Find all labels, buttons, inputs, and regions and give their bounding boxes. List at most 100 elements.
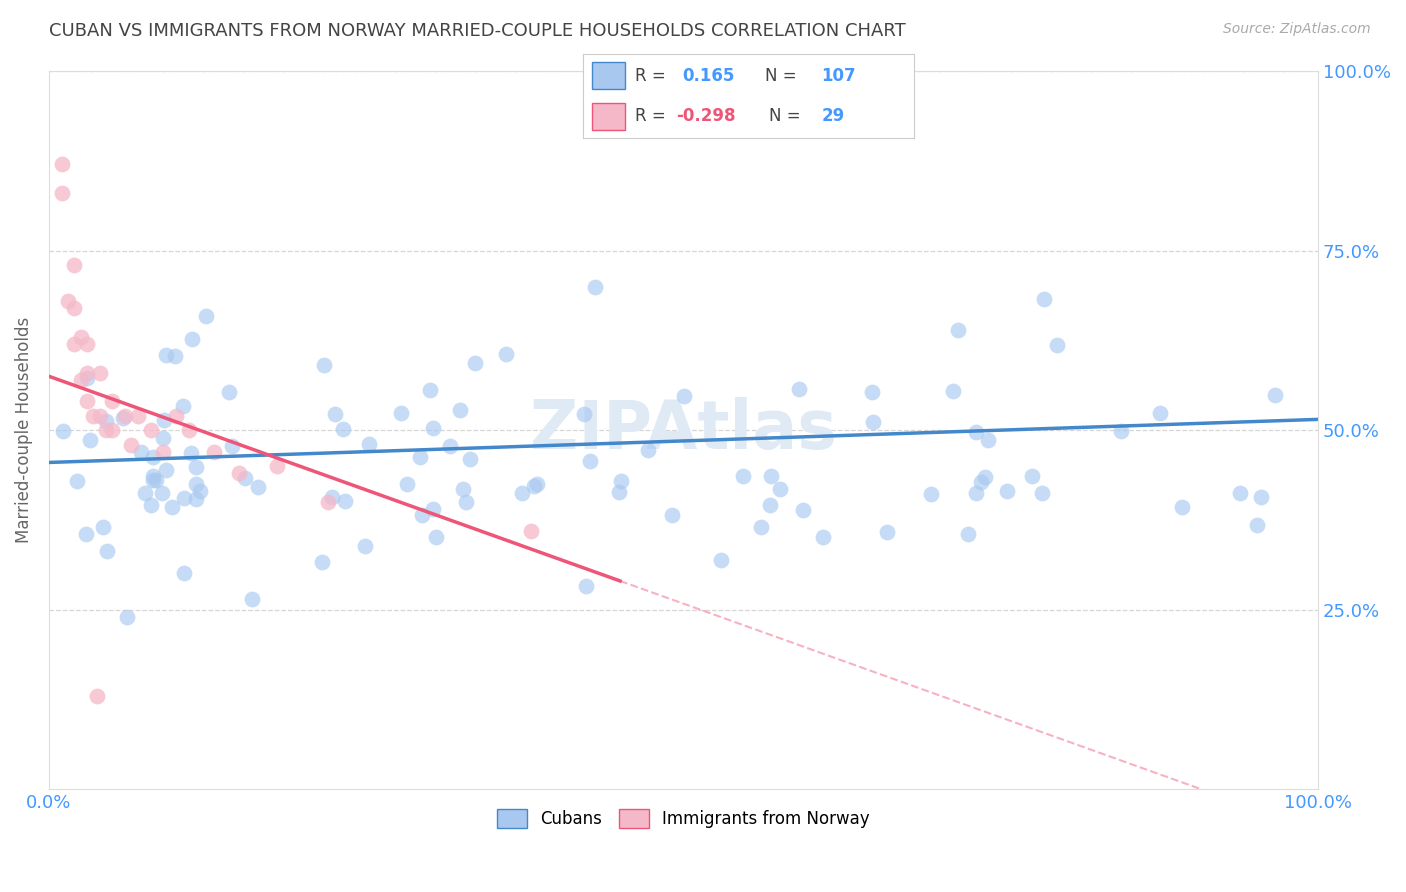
Point bbox=[112, 411, 135, 425]
Point bbox=[173, 491, 195, 505]
Point bbox=[76, 394, 98, 409]
Point bbox=[173, 566, 195, 581]
Point bbox=[769, 482, 792, 496]
Point bbox=[965, 425, 987, 439]
Bar bbox=[592, 62, 624, 89]
Point bbox=[142, 473, 165, 487]
Point bbox=[607, 485, 630, 500]
Point bbox=[177, 423, 200, 437]
Point bbox=[218, 385, 240, 400]
Point bbox=[579, 454, 602, 468]
Point bbox=[94, 414, 117, 428]
Point bbox=[1250, 490, 1272, 504]
Point bbox=[395, 476, 418, 491]
Point bbox=[583, 279, 606, 293]
Point bbox=[359, 437, 381, 451]
Point bbox=[1149, 405, 1171, 419]
Point bbox=[311, 555, 333, 569]
Point bbox=[422, 420, 444, 434]
Point bbox=[862, 415, 884, 429]
Point bbox=[1046, 338, 1069, 352]
Point bbox=[526, 476, 548, 491]
Point bbox=[965, 486, 987, 500]
Point bbox=[759, 469, 782, 483]
Point bbox=[190, 483, 212, 498]
Point bbox=[101, 423, 124, 437]
Point bbox=[321, 490, 343, 504]
Point bbox=[409, 450, 432, 464]
Point bbox=[523, 479, 546, 493]
Point bbox=[749, 520, 772, 534]
Point bbox=[129, 445, 152, 459]
Point bbox=[82, 409, 104, 423]
Point bbox=[76, 366, 98, 380]
Point bbox=[419, 384, 441, 398]
Point bbox=[920, 486, 942, 500]
Point bbox=[184, 460, 207, 475]
Text: N =: N = bbox=[765, 67, 797, 85]
Point bbox=[411, 508, 433, 522]
Point bbox=[314, 358, 336, 372]
Point bbox=[63, 337, 86, 351]
Point bbox=[661, 508, 683, 522]
Point bbox=[672, 389, 695, 403]
Point bbox=[65, 474, 87, 488]
Point bbox=[1229, 485, 1251, 500]
Point bbox=[89, 366, 111, 380]
Text: Source: ZipAtlas.com: Source: ZipAtlas.com bbox=[1223, 22, 1371, 37]
Point bbox=[425, 530, 447, 544]
Point bbox=[195, 310, 218, 324]
Point bbox=[127, 409, 149, 423]
Point bbox=[56, 293, 79, 308]
Point bbox=[572, 407, 595, 421]
Point bbox=[63, 258, 86, 272]
Point bbox=[186, 491, 208, 506]
Point bbox=[977, 434, 1000, 448]
Point bbox=[354, 539, 377, 553]
Legend: Cubans, Immigrants from Norway: Cubans, Immigrants from Norway bbox=[491, 802, 876, 835]
Point bbox=[152, 431, 174, 445]
Point bbox=[456, 495, 478, 509]
Point bbox=[152, 444, 174, 458]
Point bbox=[69, 330, 91, 344]
Point bbox=[813, 530, 835, 544]
Point bbox=[323, 407, 346, 421]
Point bbox=[142, 468, 165, 483]
Text: ZIPAtlas: ZIPAtlas bbox=[530, 397, 837, 463]
Text: -0.298: -0.298 bbox=[676, 107, 735, 125]
Point bbox=[520, 524, 543, 538]
Point bbox=[180, 445, 202, 459]
Point bbox=[995, 483, 1018, 498]
Point bbox=[1171, 500, 1194, 514]
Point bbox=[333, 494, 356, 508]
Point bbox=[134, 486, 156, 500]
Point bbox=[76, 371, 98, 385]
Point bbox=[142, 450, 165, 464]
Point bbox=[422, 501, 444, 516]
Point bbox=[76, 337, 98, 351]
Point bbox=[172, 399, 194, 413]
Point bbox=[464, 356, 486, 370]
Point bbox=[181, 332, 204, 346]
Point bbox=[155, 463, 177, 477]
Point bbox=[759, 498, 782, 512]
Point bbox=[51, 186, 73, 201]
Point bbox=[451, 482, 474, 496]
Point bbox=[439, 439, 461, 453]
Point bbox=[139, 423, 162, 437]
Point bbox=[637, 442, 659, 457]
Point bbox=[121, 437, 143, 451]
Text: 107: 107 bbox=[821, 67, 856, 85]
Point bbox=[710, 553, 733, 567]
Point bbox=[101, 394, 124, 409]
Point bbox=[792, 503, 814, 517]
Point bbox=[155, 348, 177, 362]
Point bbox=[86, 689, 108, 703]
Text: CUBAN VS IMMIGRANTS FROM NORWAY MARRIED-COUPLE HOUSEHOLDS CORRELATION CHART: CUBAN VS IMMIGRANTS FROM NORWAY MARRIED-… bbox=[49, 22, 905, 40]
Point bbox=[970, 475, 993, 489]
Point bbox=[1264, 388, 1286, 402]
Point bbox=[1021, 469, 1043, 483]
Point bbox=[63, 301, 86, 315]
Point bbox=[51, 157, 73, 171]
Point bbox=[956, 527, 979, 541]
